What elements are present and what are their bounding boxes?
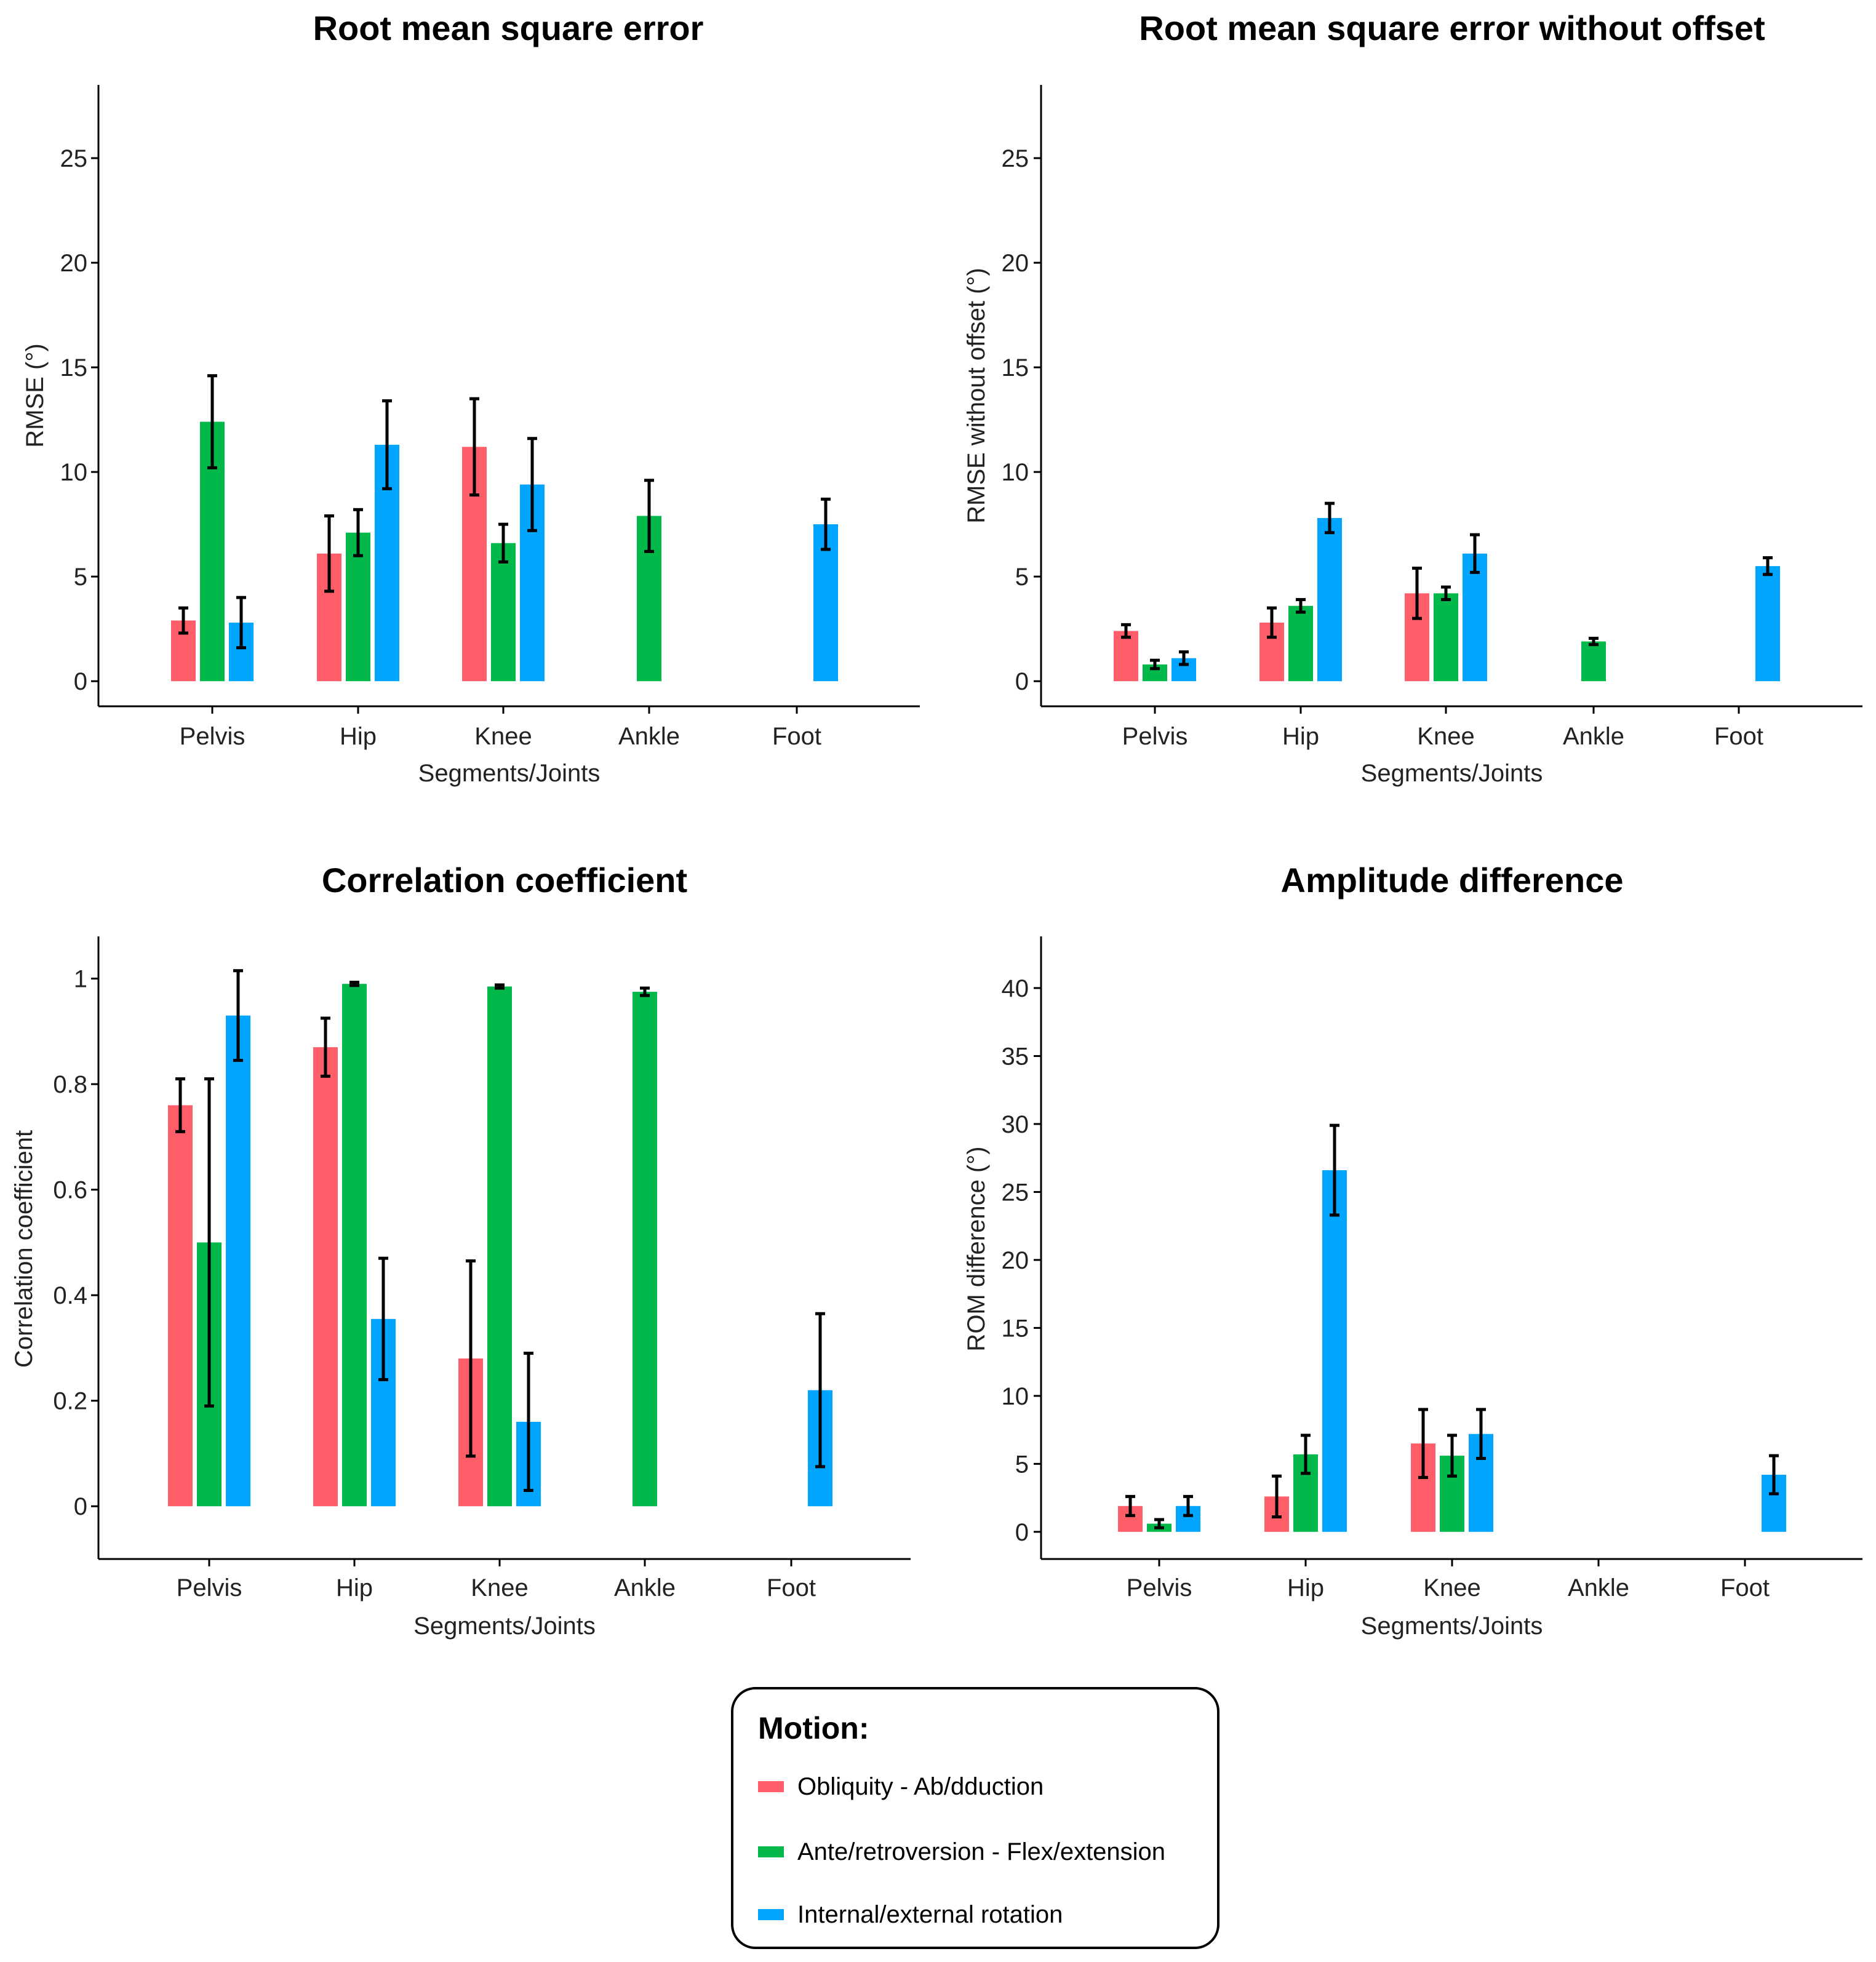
bar-obliquity-pelvis [168,1105,193,1507]
bar-rotation-foot [1755,566,1780,682]
chart-title: Root mean square error without offset [1139,9,1765,47]
bar-anteversion-hip [346,532,370,682]
x-tick-label: Knee [1417,723,1474,750]
legend-label: Internal/external rotation [797,1900,1063,1928]
y-tick-label: 0 [1015,1519,1029,1546]
y-tick-label: 15 [1002,354,1029,381]
y-tick-label: 20 [60,250,88,277]
x-tick-label: Foot [1720,1574,1770,1601]
legend-swatch-anteversion [758,1846,784,1857]
x-tick-label: Pelvis [1127,1574,1192,1601]
legend: Motion: Obliquity - Ab/dduction Ante/ret… [731,1687,1219,1949]
legend-item-rotation: Internal/external rotation [758,1896,1063,1933]
y-tick-label: 0.6 [53,1177,87,1204]
y-tick-label: 0.2 [53,1388,87,1415]
y-tick-label: 10 [1002,459,1029,486]
y-tick-label: 0 [74,1493,87,1520]
y-tick-label: 0.4 [53,1282,87,1309]
x-tick-label: Foot [772,723,821,750]
bar-anteversion-ankle [1581,641,1606,682]
y-tick-label: 0 [1015,668,1029,695]
y-tick-label: 0 [74,668,87,695]
legend-item-obliquity: Obliquity - Ab/dduction [758,1768,1044,1805]
y-tick-label: 20 [1002,250,1029,277]
x-tick-label: Ankle [1563,723,1624,750]
y-axis-label: RMSE (°) [22,343,49,447]
bar-rotation-hip [1322,1170,1347,1532]
legend-label: Ante/retroversion - Flex/extension [797,1838,1166,1865]
y-tick-label: 15 [60,354,88,381]
y-axis-label: RMSE without offset (°) [963,268,990,523]
bar-rotation-pelvis [226,1015,250,1507]
x-axis-label: Segments/Joints [413,1613,596,1640]
bar-anteversion-hip [342,984,367,1507]
y-tick-label: 15 [1002,1315,1029,1342]
x-tick-label: Knee [471,1574,528,1601]
x-tick-label: Pelvis [177,1574,242,1601]
y-tick-label: 40 [1002,975,1029,1002]
y-tick-label: 1 [74,966,87,993]
x-tick-label: Knee [474,723,532,750]
rmse-without-offset-chart: Root mean square error without offset 0 5 1… [963,9,1862,787]
y-tick-label: 25 [60,145,88,172]
bar-obliquity-hip [313,1047,338,1507]
x-tick-label: Ankle [618,723,680,750]
bar-anteversion-hip [1288,605,1313,682]
bar-anteversion-knee [487,986,512,1507]
chart-title: Amplitude difference [1281,861,1624,899]
bar-rotation-hip [1317,517,1342,682]
x-tick-label: Pelvis [1122,723,1188,750]
y-tick-label: 10 [1002,1383,1029,1410]
bar-obliquity-pelvis [1114,631,1138,682]
x-tick-label: Knee [1423,1574,1480,1601]
y-tick-label: 35 [1002,1043,1029,1070]
x-tick-label: Foot [1714,723,1763,750]
bar-anteversion-knee [491,543,516,682]
rmse-chart: Root mean square error 0 5 10 15 20 25 RMSE (°)… [22,9,920,787]
x-tick-label: Hip [340,723,377,750]
x-tick-label: Ankle [614,1574,676,1601]
bar-anteversion-ankle [633,992,657,1507]
chart-title: Root mean square error [313,9,704,47]
x-tick-label: Ankle [1568,1574,1629,1601]
x-tick-label: Hip [336,1574,373,1601]
x-tick-label: Pelvis [180,723,245,750]
y-tick-label: 10 [60,459,88,486]
y-tick-label: 5 [74,564,87,591]
bar-anteversion-knee [1434,593,1458,682]
x-axis-label: Segments/Joints [418,760,601,787]
legend-title: Motion: [758,1711,869,1745]
legend-swatch-obliquity [758,1781,784,1792]
x-tick-label: Hip [1287,1574,1324,1601]
y-tick-label: 25 [1002,1179,1029,1206]
y-tick-label: 0.8 [53,1071,87,1098]
amplitude-difference-chart: Amplitude difference 0 5 10 15 20 25 30 35 40 ROM … [963,861,1862,1640]
y-tick-label: 20 [1002,1247,1029,1274]
bar-rotation-knee [1463,553,1487,682]
chart-title: Correlation coefficient [322,861,687,899]
correlation-coefficient-chart: Correlation coefficient 0 0.2 0.4 0.6 0.8 1 Cor… [10,861,911,1640]
y-axis-label: Correlation coefficient [10,1130,38,1368]
y-tick-label: 25 [1002,145,1029,172]
y-tick-label: 5 [1015,1451,1029,1478]
x-tick-label: Hip [1282,723,1319,750]
legend-label: Obliquity - Ab/dduction [797,1773,1044,1800]
legend-swatch-rotation [758,1909,784,1920]
x-axis-label: Segments/Joints [1361,1613,1543,1640]
y-tick-label: 5 [1015,564,1029,591]
legend-item-anteversion: Ante/retroversion - Flex/extension [758,1833,1165,1870]
x-axis-label: Segments/Joints [1361,760,1543,787]
y-axis-label: ROM difference (°) [963,1146,990,1351]
y-tick-label: 30 [1002,1111,1029,1138]
x-tick-label: Foot [767,1574,816,1601]
